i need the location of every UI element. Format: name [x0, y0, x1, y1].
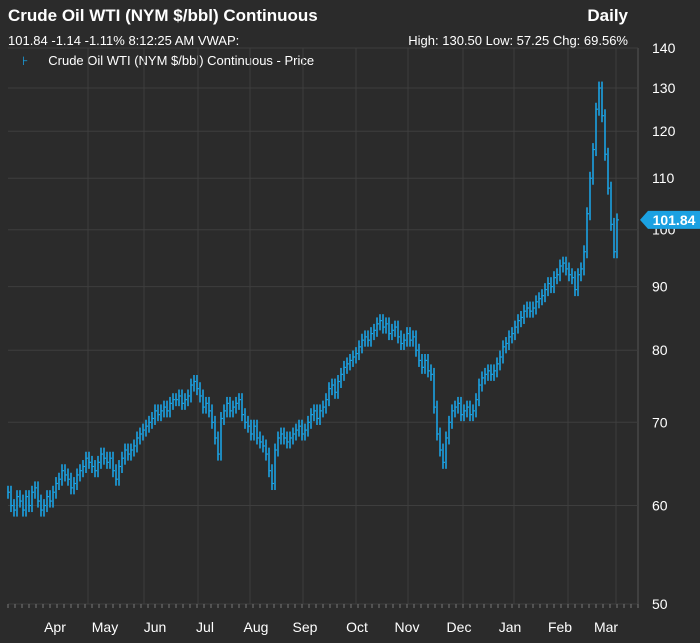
x-tick-label: Dec — [447, 619, 472, 635]
last-value-label: 101.84 — [653, 212, 696, 228]
y-tick-label: 110 — [652, 170, 675, 186]
quote-line: 101.84 -1.14 -1.11% 8:12:25 AM VWAP: — [8, 33, 240, 48]
x-tick-label: Feb — [548, 619, 572, 635]
legend-label: Crude Oil WTI (NYM $/bbl) Continuous - P… — [48, 53, 315, 68]
x-tick-label: Sep — [293, 619, 318, 635]
x-tick-label: Jul — [196, 619, 214, 635]
y-tick-label: 130 — [652, 80, 676, 96]
legend: ⊦ Crude Oil WTI (NYM $/bbl) Continuous -… — [22, 53, 314, 68]
stats-line: High: 130.50 Low: 57.25 Chg: 69.56% — [408, 33, 628, 48]
period-label: Daily — [587, 6, 628, 25]
x-tick-label: Jan — [499, 619, 522, 635]
y-tick-label: 70 — [652, 414, 668, 430]
y-tick-label: 80 — [652, 342, 668, 358]
x-tick-label: Oct — [346, 619, 368, 635]
x-tick-label: May — [92, 619, 118, 635]
y-tick-label: 60 — [652, 498, 668, 514]
y-tick-label: 90 — [652, 279, 668, 295]
x-tick-label: Nov — [395, 619, 420, 635]
x-tick-label: Jun — [144, 619, 167, 635]
x-tick-label: Mar — [594, 619, 618, 635]
x-tick-label: Apr — [44, 619, 66, 635]
y-tick-label: 120 — [652, 123, 676, 139]
last-value-badge — [640, 210, 700, 229]
x-tick-label: Aug — [244, 619, 269, 635]
y-tick-label: 50 — [652, 596, 668, 612]
legend-marker-icon: ⊦ — [22, 53, 29, 68]
chart-title: Crude Oil WTI (NYM $/bbl) Continuous — [8, 6, 318, 25]
y-tick-label: 140 — [652, 40, 676, 56]
